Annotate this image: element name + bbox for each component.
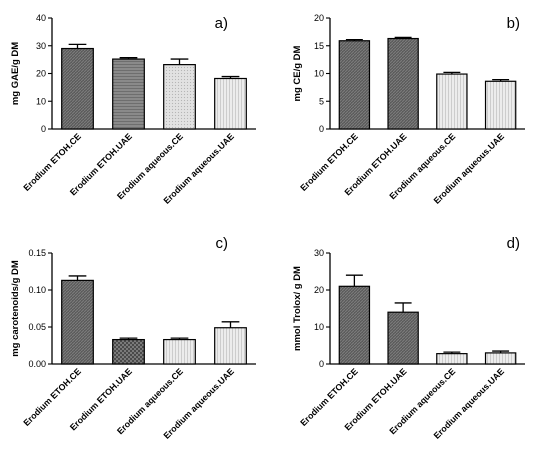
y-tick-label: 10: [314, 69, 324, 79]
panel-label: b): [507, 15, 520, 32]
y-tick-label: 30: [314, 248, 324, 258]
y-axis-label: mg GAE/g DM: [10, 42, 21, 105]
bar: [61, 47, 94, 130]
y-axis-label: mg carotenoids/g DM: [10, 260, 21, 357]
bar: [484, 352, 517, 365]
y-tick-label: 15: [314, 41, 324, 51]
bar: [214, 77, 247, 130]
bar: [436, 73, 468, 130]
y-tick-label: 0: [319, 124, 324, 134]
y-axis-label: mg CE/g DM: [292, 45, 303, 101]
panel-label: d): [507, 235, 520, 252]
y-tick-label: 10: [36, 96, 46, 106]
y-tick-label: 0.10: [28, 285, 46, 295]
bar: [387, 37, 419, 130]
y-tick-label: 0.00: [28, 359, 46, 369]
bar: [214, 327, 247, 365]
panel-label: a): [215, 15, 228, 32]
y-axis-label: mmol Trolox/ g DM: [292, 266, 303, 351]
bar: [163, 338, 196, 365]
bar: [112, 338, 145, 365]
y-tick-label: 20: [314, 285, 324, 295]
y-tick-label: 0: [41, 124, 46, 134]
bar: [338, 285, 371, 365]
bar: [436, 353, 468, 365]
y-tick-label: 0.15: [28, 248, 46, 258]
bar: [484, 80, 517, 130]
panel-label: c): [216, 235, 229, 252]
bar: [61, 279, 94, 365]
y-tick-label: 0.05: [28, 322, 46, 332]
y-tick-label: 5: [319, 96, 324, 106]
y-tick-label: 0: [319, 359, 324, 369]
y-tick-label: 20: [314, 13, 324, 23]
y-tick-label: 30: [36, 41, 46, 51]
bar: [112, 58, 145, 130]
y-tick-label: 20: [36, 69, 46, 79]
y-tick-label: 10: [314, 322, 324, 332]
bar: [338, 40, 371, 130]
y-tick-label: 40: [36, 13, 46, 23]
bar: [163, 64, 196, 130]
bar: [387, 311, 419, 365]
